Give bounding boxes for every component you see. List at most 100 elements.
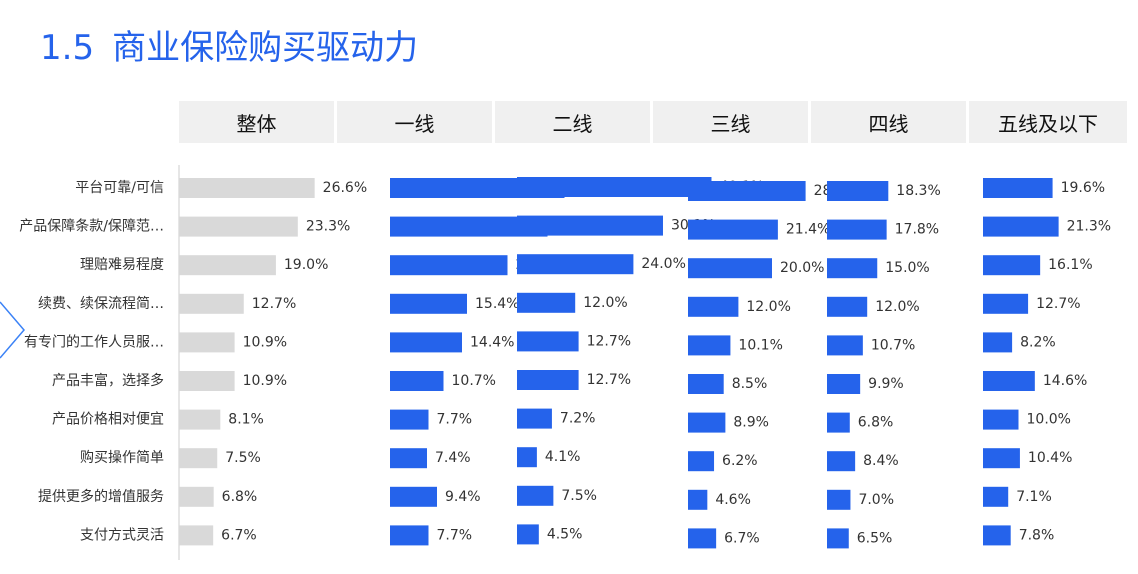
header-col-tier4: 四线	[811, 101, 966, 143]
header-col-tier3: 三线	[653, 101, 808, 143]
data-label: 10.4%	[1028, 450, 1072, 466]
data-label: 24.0%	[641, 256, 685, 272]
bar	[517, 370, 579, 390]
data-label: 16.1%	[1048, 257, 1092, 273]
bar	[688, 451, 715, 472]
data-label: 6.7%	[724, 530, 760, 546]
bar	[390, 371, 444, 391]
bar	[179, 448, 218, 469]
bar	[827, 296, 868, 317]
title-number: 1.5	[40, 28, 95, 68]
data-label: 12.7%	[587, 333, 631, 349]
data-label: 7.1%	[1016, 489, 1052, 505]
bar	[983, 409, 1019, 430]
data-label: 8.2%	[1020, 334, 1056, 350]
data-label: 12.0%	[875, 299, 919, 315]
bar	[390, 409, 429, 430]
data-label: 14.6%	[1043, 373, 1087, 389]
data-label: 15.4%	[475, 296, 519, 312]
bar	[688, 528, 717, 549]
page-title: 1.5 商业保险购买驱动力	[40, 20, 418, 69]
bar	[983, 178, 1053, 198]
data-label: 7.7%	[437, 527, 473, 543]
bar	[179, 216, 298, 237]
data-label: 7.0%	[858, 492, 894, 508]
bar	[688, 412, 726, 433]
bar	[390, 448, 427, 469]
header-label-tier2: 二线	[552, 111, 593, 136]
bar	[179, 293, 244, 314]
category-label: 产品价格相对便宜	[52, 412, 164, 428]
bar	[688, 335, 731, 356]
data-label: 10.7%	[452, 373, 496, 389]
bar	[688, 258, 772, 279]
header-col-tier1: 一线	[337, 101, 492, 143]
data-label: 6.7%	[221, 527, 257, 543]
bar	[688, 296, 739, 317]
data-label: 9.9%	[868, 376, 904, 392]
bar	[827, 335, 863, 356]
data-label: 4.1%	[545, 449, 581, 465]
data-label: 14.4%	[470, 334, 514, 350]
bar	[517, 215, 663, 236]
bar	[179, 332, 235, 353]
bar	[517, 331, 579, 352]
data-label: 21.3%	[1067, 219, 1111, 235]
bar	[390, 216, 548, 237]
data-label: 19.0%	[284, 257, 328, 273]
side-arrow-icon	[0, 301, 25, 359]
category-label: 提供更多的增值服务	[38, 488, 164, 505]
bar	[983, 216, 1059, 237]
bar	[688, 219, 778, 240]
data-label: 8.4%	[863, 453, 899, 469]
data-label: 6.8%	[858, 415, 894, 431]
data-label: 19.6%	[1061, 180, 1105, 196]
data-label: 8.9%	[733, 415, 769, 431]
header-label-tier3: 三线	[710, 111, 751, 136]
data-label: 15.0%	[885, 260, 929, 276]
bar	[983, 332, 1013, 353]
header-label-tier5: 五线及以下	[998, 111, 1098, 136]
bar	[517, 177, 712, 197]
category-label: 有专门的工作人员服…	[24, 334, 164, 350]
data-label: 8.1%	[228, 412, 264, 428]
bar	[688, 489, 708, 510]
data-label: 26.6%	[323, 180, 367, 196]
bar	[390, 293, 467, 314]
category-label: 产品丰富，选择多	[52, 372, 164, 389]
data-label: 12.0%	[746, 299, 790, 315]
bar	[688, 181, 806, 201]
data-label: 4.6%	[715, 492, 751, 508]
bar	[827, 451, 856, 472]
bar	[517, 524, 539, 545]
bar	[827, 528, 849, 549]
data-label: 18.3%	[896, 183, 940, 199]
header-col-total: 整体	[179, 101, 334, 143]
bar	[827, 258, 878, 279]
header-label-total: 整体	[236, 111, 277, 136]
data-label: 6.8%	[222, 489, 258, 505]
data-label: 12.7%	[587, 372, 631, 388]
bar	[179, 409, 221, 430]
title-text: 商业保险购买驱动力	[112, 28, 419, 68]
data-label: 7.5%	[225, 450, 261, 466]
data-label: 7.4%	[435, 450, 471, 466]
bar	[827, 374, 861, 394]
category-label: 理赔难易程度	[80, 257, 164, 273]
data-label: 10.7%	[871, 337, 915, 353]
bar	[688, 374, 724, 394]
data-label: 21.4%	[786, 222, 830, 238]
bar	[179, 178, 315, 198]
bar	[827, 412, 850, 433]
bar	[179, 255, 276, 276]
bar	[390, 332, 462, 353]
bar	[983, 448, 1020, 469]
data-label: 8.5%	[732, 376, 768, 392]
bar	[517, 254, 634, 275]
data-label: 10.9%	[243, 334, 287, 350]
data-label: 20.0%	[780, 260, 824, 276]
header-col-tier5: 五线及以下	[969, 101, 1127, 143]
data-label: 7.5%	[561, 488, 597, 504]
bar	[517, 485, 554, 506]
header-label-tier4: 四线	[868, 111, 909, 136]
